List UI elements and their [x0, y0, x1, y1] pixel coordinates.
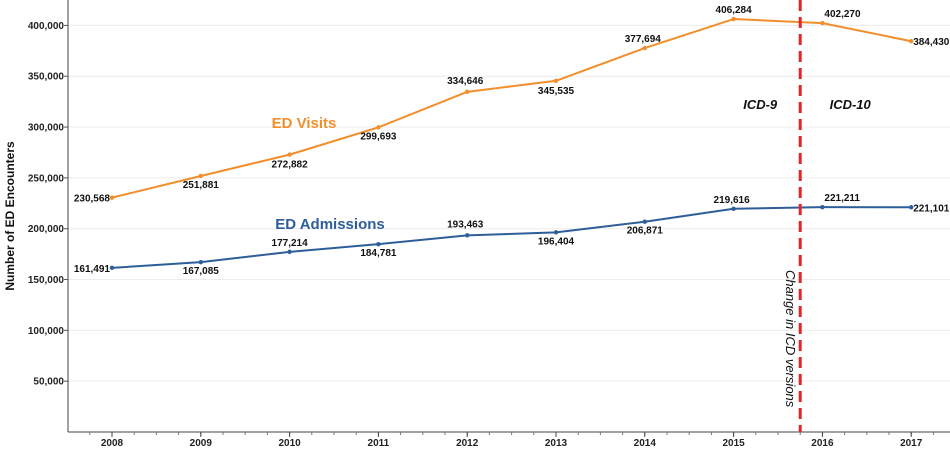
series-ed-visits: 230,568 251,881 272,882 299,693 334,646 345,5…: [74, 5, 950, 205]
data-label: 167,085: [183, 266, 220, 277]
data-label: 206,871: [627, 226, 664, 237]
data-label: 384,430: [913, 37, 950, 48]
data-point: [642, 45, 647, 51]
data-point: [553, 78, 559, 83]
data-label: 221,211: [824, 193, 860, 204]
x-tick-label: 2011: [368, 438, 390, 449]
data-point: [642, 219, 647, 224]
data-point: [909, 39, 914, 44]
x-tick-label: 2008: [101, 438, 124, 449]
data-point: [820, 20, 825, 26]
x-tick-label: 2010: [278, 438, 301, 449]
x-tick-label: 2013: [545, 438, 568, 449]
data-point: [820, 204, 825, 210]
data-point: [731, 16, 736, 22]
data-label: 219,616: [714, 195, 751, 206]
data-label: 406,284: [716, 5, 753, 16]
data-point: [553, 230, 559, 235]
data-label: 345,535: [538, 86, 575, 97]
data-point: [376, 241, 381, 247]
data-label: 221,101: [913, 203, 950, 214]
y-axis-label: Number of ED Encounters: [3, 141, 17, 291]
icd9-label: ICD-9: [743, 97, 778, 112]
data-label: 161,491: [74, 264, 111, 275]
data-point: [909, 205, 914, 210]
data-point: [731, 206, 736, 211]
data-point: [198, 173, 203, 179]
data-label: 299,693: [360, 131, 397, 142]
data-label: 251,881: [183, 180, 220, 191]
y-tick-label: 250,000: [28, 173, 65, 184]
x-tick-label: 2014: [634, 438, 657, 449]
data-label: 334,646: [447, 76, 484, 87]
x-tick-label: 2016: [811, 438, 834, 449]
gridlines: [68, 24, 950, 382]
y-tick-label: 400,000: [28, 21, 65, 32]
x-tick-label: 2015: [722, 438, 745, 449]
data-point: [287, 152, 292, 157]
y-tick-label: 100,000: [28, 326, 65, 337]
data-label: 230,568: [74, 194, 111, 205]
x-tick-label: 2012: [456, 438, 479, 449]
icd10-label: ICD-10: [830, 97, 872, 112]
data-label: 193,463: [447, 219, 484, 230]
icd-change-label: Change in ICD versions: [783, 270, 798, 408]
data-point: [376, 125, 381, 130]
data-point: [465, 89, 470, 95]
series-layer: 230,568 251,881 272,882 299,693 334,646 345,5…: [74, 5, 950, 277]
data-point: [287, 249, 292, 255]
x-tick-label: 2009: [190, 438, 213, 449]
data-point: [109, 265, 115, 271]
series-label-ed-admissions: ED Admissions: [275, 216, 384, 233]
y-tick-label: 200,000: [28, 224, 65, 235]
data-label: 184,781: [360, 248, 397, 259]
data-label: 196,404: [538, 236, 575, 247]
y-tick-label: 300,000: [28, 123, 65, 134]
data-label: 177,214: [272, 238, 309, 249]
data-point: [109, 195, 115, 200]
data-label: 377,694: [625, 34, 662, 45]
series-line: [111, 206, 912, 269]
y-axis: 50,000 100,000 150,000 200,000 250,000 300,00…: [28, 0, 69, 432]
data-label: 402,270: [824, 9, 861, 20]
x-axis: 2008 2009 2010 2011 2012 2013 2014 2015 2016 2017: [68, 431, 950, 449]
x-tick-label: 2017: [900, 438, 923, 449]
y-tick-label: 350,000: [28, 72, 65, 83]
divider-layer: ICD-9 ICD-10 Change in ICD versions: [743, 0, 872, 432]
data-label: 272,882: [272, 160, 309, 171]
data-point: [198, 259, 203, 265]
y-tick-label: 50,000: [33, 377, 64, 388]
series-line: [111, 18, 912, 199]
y-tick-label: 150,000: [28, 275, 65, 286]
series-ed-admissions: 161,491 167,085 177,214 184,781 193,463 196,4…: [74, 193, 950, 277]
series-label-ed-visits: ED Visits: [272, 115, 337, 132]
data-point: [465, 233, 470, 238]
